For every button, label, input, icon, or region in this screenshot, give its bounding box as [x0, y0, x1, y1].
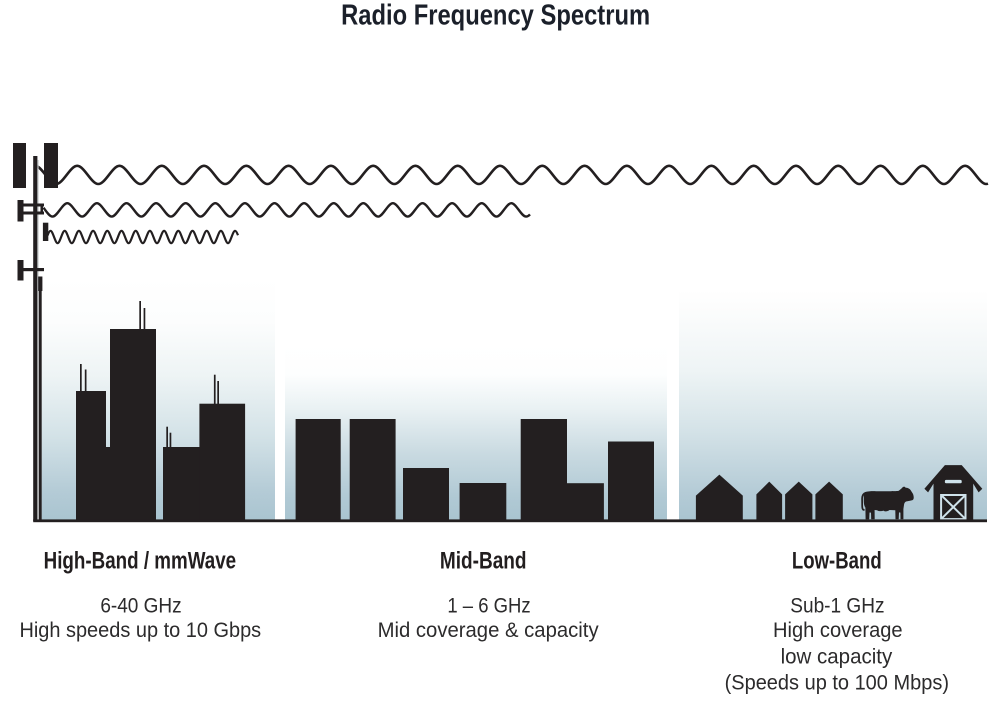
svg-text:6-40 GHz: 6-40 GHz	[100, 594, 181, 618]
svg-text:High speeds up to 10 Gbps: High speeds up to 10 Gbps	[19, 618, 261, 642]
svg-text:1 – 6 GHz: 1 – 6 GHz	[447, 594, 530, 618]
svg-text:High coverage: High coverage	[773, 618, 903, 642]
svg-text:Radio Frequency Spectrum: Radio Frequency Spectrum	[341, 0, 650, 32]
svg-text:Mid-Band: Mid-Band	[440, 548, 527, 575]
svg-text:Mid coverage & capacity: Mid coverage & capacity	[378, 618, 599, 642]
svg-text:(Speeds up to 100 Mbps): (Speeds up to 100 Mbps)	[725, 671, 949, 695]
svg-text:low capacity: low capacity	[781, 644, 893, 668]
svg-text:High-Band / mmWave: High-Band / mmWave	[44, 548, 237, 575]
svg-text:Low-Band: Low-Band	[792, 548, 882, 575]
svg-text:Sub-1 GHz: Sub-1 GHz	[790, 594, 884, 618]
